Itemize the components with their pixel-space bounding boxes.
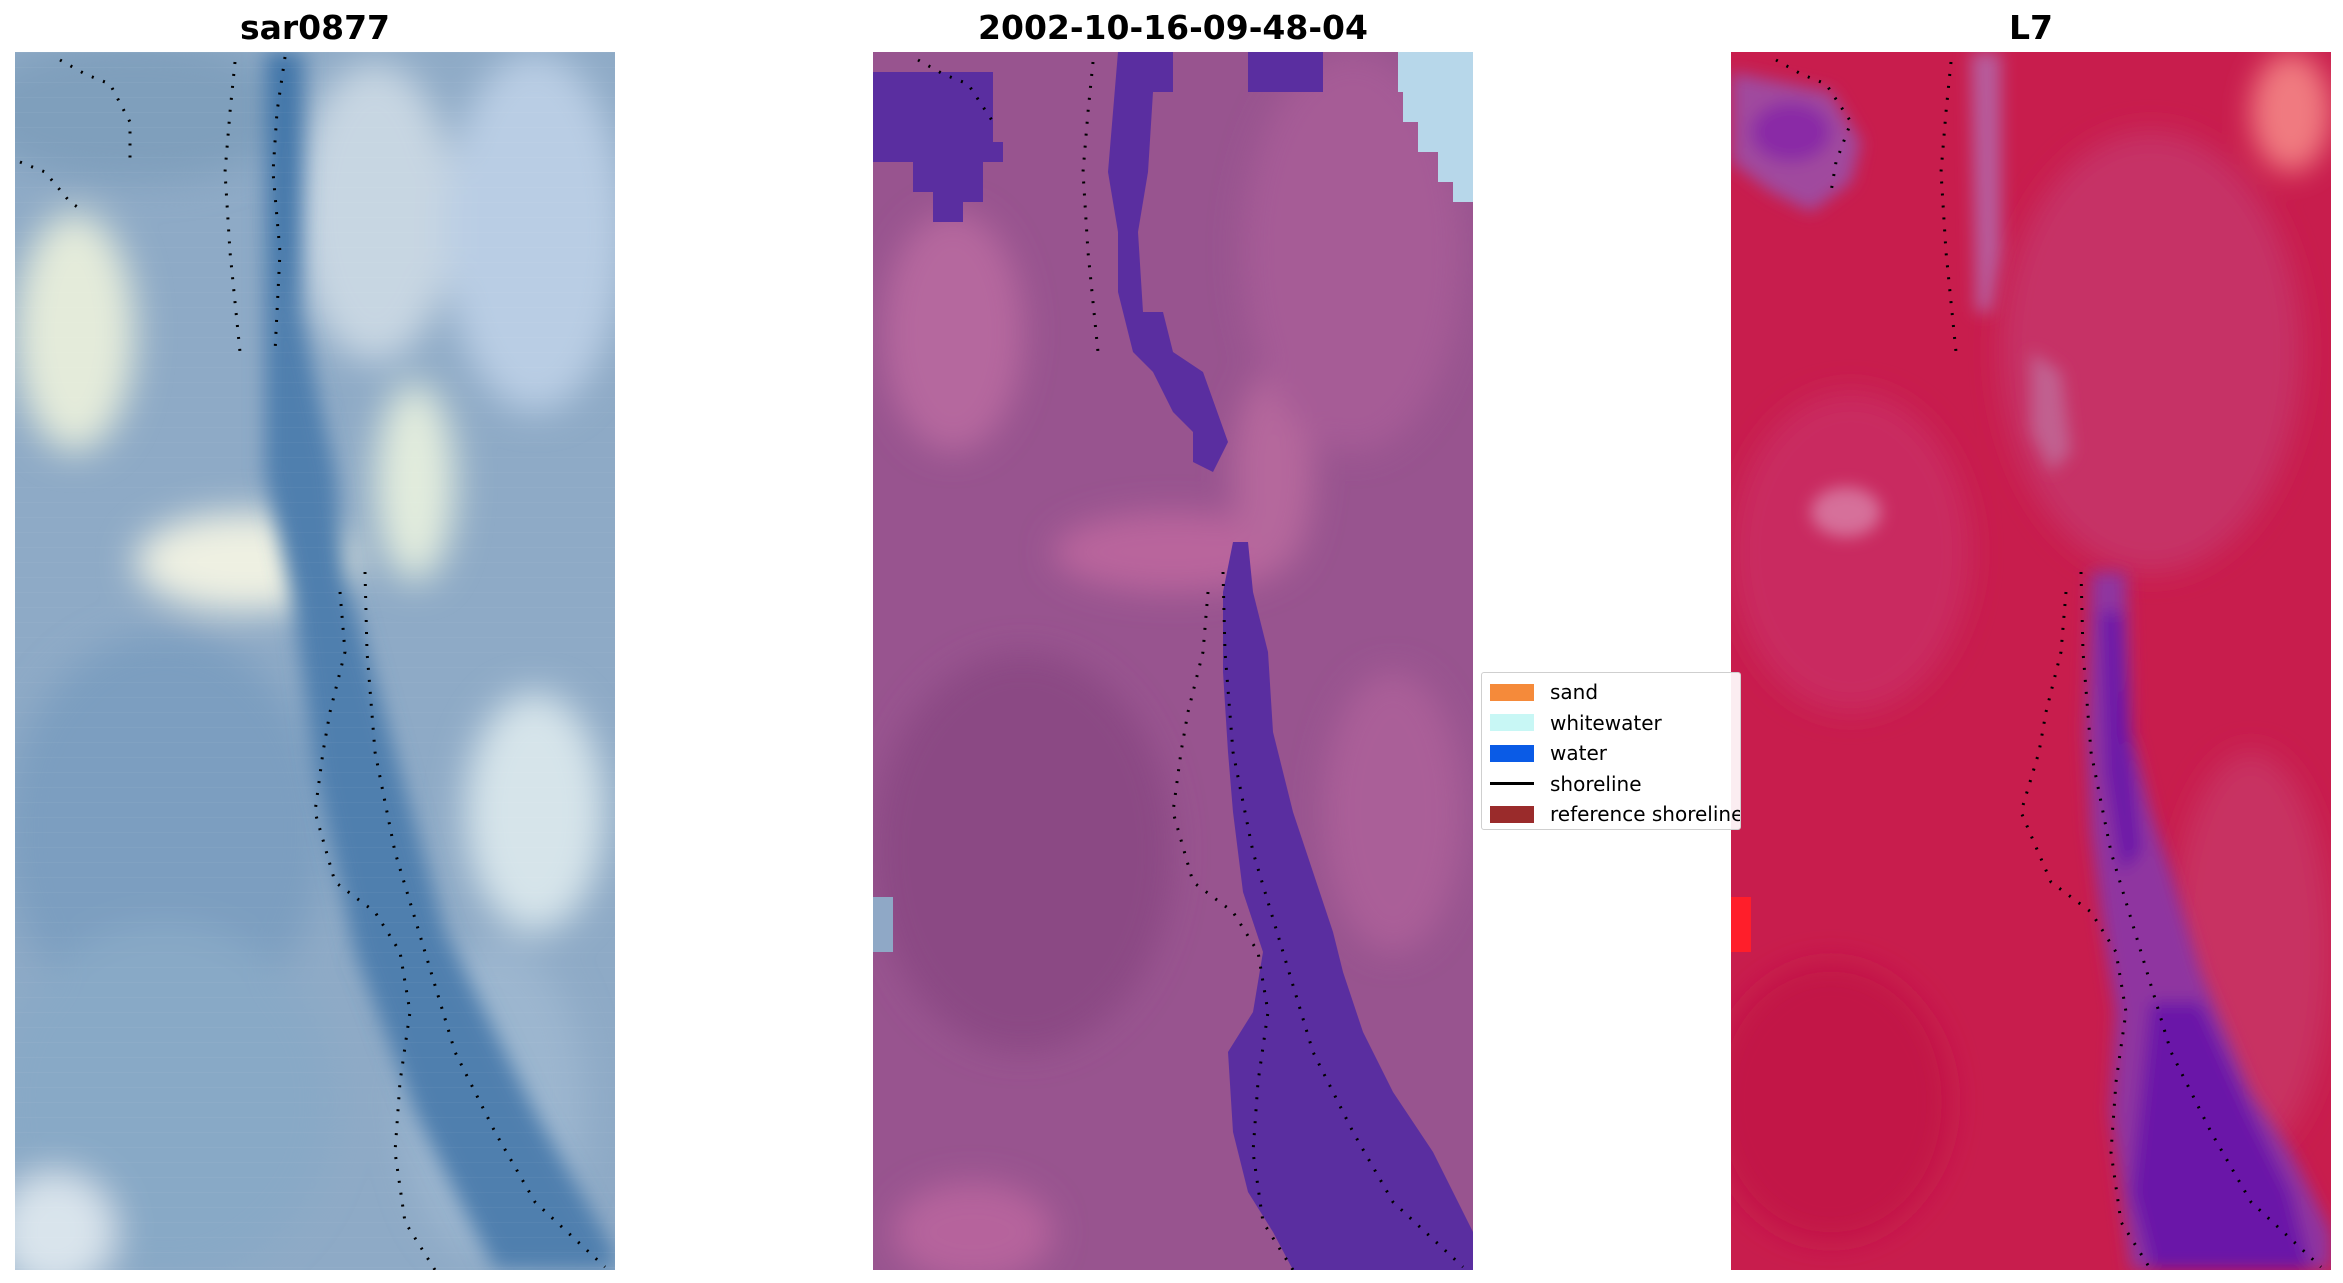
legend-item-shoreline: shoreline [1482, 769, 1740, 800]
reference-shoreline-swatch [1490, 805, 1534, 823]
shoreline-line-icon [1490, 775, 1534, 792]
rgb-image-panel [15, 52, 615, 1270]
classified-image-panel [873, 52, 1473, 1270]
legend-label: water [1550, 741, 1607, 766]
sand-swatch [1490, 683, 1534, 701]
legend-item-sand: sand [1482, 677, 1740, 708]
legend-item-reference-shoreline: reference shoreline [1482, 799, 1741, 829]
legend-item-whitewater: whitewater [1482, 708, 1740, 739]
whitewater-swatch [1490, 714, 1534, 732]
legend-label: shoreline [1550, 771, 1642, 796]
rgb-image [15, 52, 615, 1270]
l7-index-panel [1731, 52, 2331, 1270]
classified-image [873, 52, 1473, 1270]
legend-label: sand [1550, 680, 1599, 705]
panel-title-2: 2002-10-16-09-48-04 [978, 8, 1368, 47]
water-swatch [1490, 744, 1534, 762]
panel-title-3: L7 [2009, 8, 2053, 47]
legend: sand whitewater water shoreline referenc… [1481, 672, 1741, 830]
panel-title-1: sar0877 [239, 8, 391, 47]
water-class-region [873, 72, 1003, 222]
legend-label: reference shoreline [1550, 802, 1741, 827]
legend-item-water: water [1482, 738, 1740, 769]
legend-label: whitewater [1550, 710, 1662, 735]
l7-index-image [1731, 52, 2331, 1270]
